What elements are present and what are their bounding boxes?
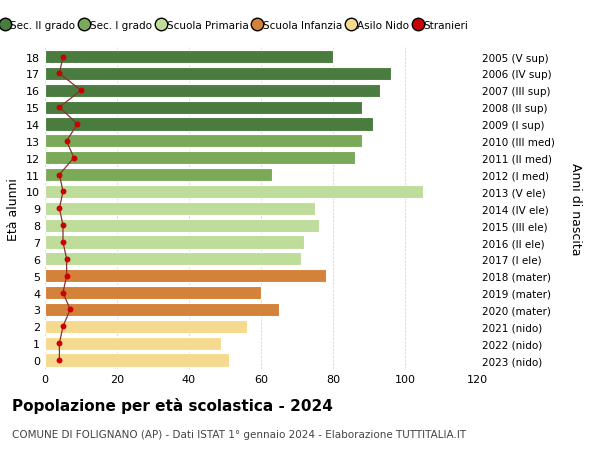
Point xyxy=(69,155,79,162)
Point xyxy=(55,357,64,364)
Bar xyxy=(45,320,247,333)
Bar xyxy=(45,185,423,199)
Bar xyxy=(45,101,362,114)
Bar xyxy=(45,219,319,232)
Point xyxy=(65,306,75,313)
Point xyxy=(58,289,68,297)
Text: Popolazione per età scolastica - 2024: Popolazione per età scolastica - 2024 xyxy=(12,397,333,413)
Bar xyxy=(45,354,229,367)
Bar xyxy=(45,152,355,165)
Text: COMUNE DI FOLIGNANO (AP) - Dati ISTAT 1° gennaio 2024 - Elaborazione TUTTITALIA.: COMUNE DI FOLIGNANO (AP) - Dati ISTAT 1°… xyxy=(12,429,466,439)
Point xyxy=(58,54,68,61)
Bar xyxy=(45,202,315,215)
Point xyxy=(55,172,64,179)
Point xyxy=(73,121,82,129)
Point xyxy=(62,138,71,145)
Point xyxy=(58,323,68,330)
Point xyxy=(62,256,71,263)
Bar xyxy=(45,168,272,182)
Point xyxy=(58,239,68,246)
Bar xyxy=(45,68,391,81)
Bar xyxy=(45,135,362,148)
Point xyxy=(55,71,64,78)
Bar xyxy=(45,51,333,64)
Y-axis label: Anni di nascita: Anni di nascita xyxy=(569,162,581,255)
Bar xyxy=(45,337,221,350)
Y-axis label: Età alunni: Età alunni xyxy=(7,178,20,240)
Bar xyxy=(45,303,279,316)
Point xyxy=(55,104,64,112)
Point xyxy=(76,87,86,95)
Bar xyxy=(45,286,261,300)
Bar xyxy=(45,236,304,249)
Bar xyxy=(45,269,326,283)
Bar xyxy=(45,253,301,266)
Bar xyxy=(45,118,373,131)
Point xyxy=(58,222,68,230)
Point xyxy=(58,188,68,196)
Point xyxy=(62,273,71,280)
Point xyxy=(55,340,64,347)
Bar xyxy=(45,84,380,98)
Legend: Sec. II grado, Sec. I grado, Scuola Primaria, Scuola Infanzia, Asilo Nido, Stran: Sec. II grado, Sec. I grado, Scuola Prim… xyxy=(0,17,472,35)
Point xyxy=(55,205,64,213)
